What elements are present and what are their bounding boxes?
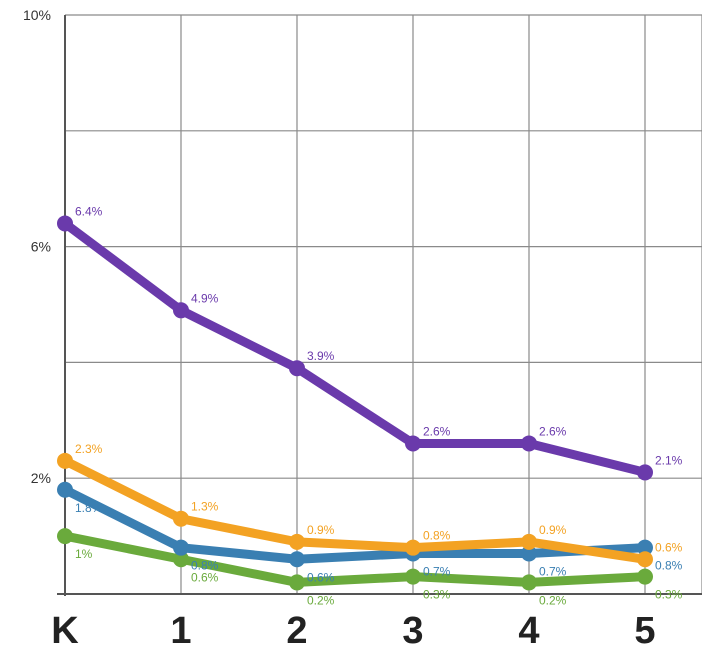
data-label: 0.7%	[539, 564, 567, 578]
data-label: 0.9%	[307, 523, 335, 537]
data-label: 0.6%	[655, 540, 683, 554]
data-point	[405, 435, 421, 452]
data-label: 0.2%	[539, 593, 567, 607]
data-point	[521, 545, 537, 562]
data-point	[637, 568, 653, 585]
data-label: 0.6%	[307, 570, 335, 584]
data-label: 1.3%	[191, 500, 219, 514]
data-point	[173, 539, 189, 556]
data-point	[57, 528, 73, 545]
data-label: 0.8%	[423, 529, 451, 543]
data-label: 3.9%	[307, 349, 335, 363]
x-tick-label: 5	[634, 610, 655, 646]
data-label: 0.9%	[539, 523, 567, 537]
series-line	[60, 485, 650, 564]
data-label: 0.3%	[655, 588, 683, 602]
data-label: 0.2%	[307, 593, 335, 607]
data-label: 0.8%	[655, 559, 683, 573]
data-label: 2.1%	[655, 453, 683, 467]
grid	[64, 14, 702, 595]
data-labels: 6.4% 4.9% 3.9% 2.6% 2.6% 2.1% 2.3% 1.3% 0.9% 0.8%…	[75, 204, 683, 607]
x-tick-label: K	[51, 610, 79, 646]
y-tick-label: 6%	[31, 239, 51, 255]
data-point	[289, 533, 305, 550]
data-label: 0.8%	[191, 559, 219, 573]
data-point	[57, 215, 73, 232]
series-line	[60, 456, 650, 564]
data-point	[289, 551, 305, 568]
data-point	[521, 574, 537, 591]
data-point	[405, 539, 421, 556]
data-point	[289, 360, 305, 377]
y-tick-label: 2%	[31, 470, 51, 486]
data-point	[637, 464, 653, 481]
data-point	[173, 302, 189, 319]
data-label: 1.8%	[75, 501, 103, 515]
data-point	[405, 568, 421, 585]
data-point	[521, 533, 537, 550]
data-point	[173, 510, 189, 527]
series-lines	[57, 215, 653, 591]
data-label: 1%	[75, 547, 93, 561]
series-line	[60, 531, 650, 587]
data-label: 0.7%	[423, 564, 451, 578]
data-label: 6.4%	[75, 204, 103, 218]
data-point	[57, 481, 73, 498]
x-tick-label: 2	[286, 610, 307, 646]
y-tick-label: 10%	[23, 7, 51, 23]
data-label: 2.3%	[75, 442, 103, 456]
data-label: 0.6%	[191, 570, 219, 584]
data-point	[57, 452, 73, 469]
data-label: 4.9%	[191, 291, 219, 305]
x-tick-label: 1	[170, 610, 191, 646]
x-tick-label: 4	[518, 610, 539, 646]
data-point	[289, 574, 305, 591]
data-label: 0.3%	[423, 588, 451, 602]
series-line	[60, 218, 650, 477]
data-point	[173, 551, 189, 568]
x-tick-label: 3	[402, 610, 423, 646]
data-label: 2.6%	[539, 424, 567, 438]
data-point	[637, 539, 653, 556]
data-point	[637, 551, 653, 568]
data-label: 2.6%	[423, 424, 451, 438]
data-point	[521, 435, 537, 452]
axes: 2% 6% 10% K 1 2 3 4 5	[23, 7, 702, 651]
